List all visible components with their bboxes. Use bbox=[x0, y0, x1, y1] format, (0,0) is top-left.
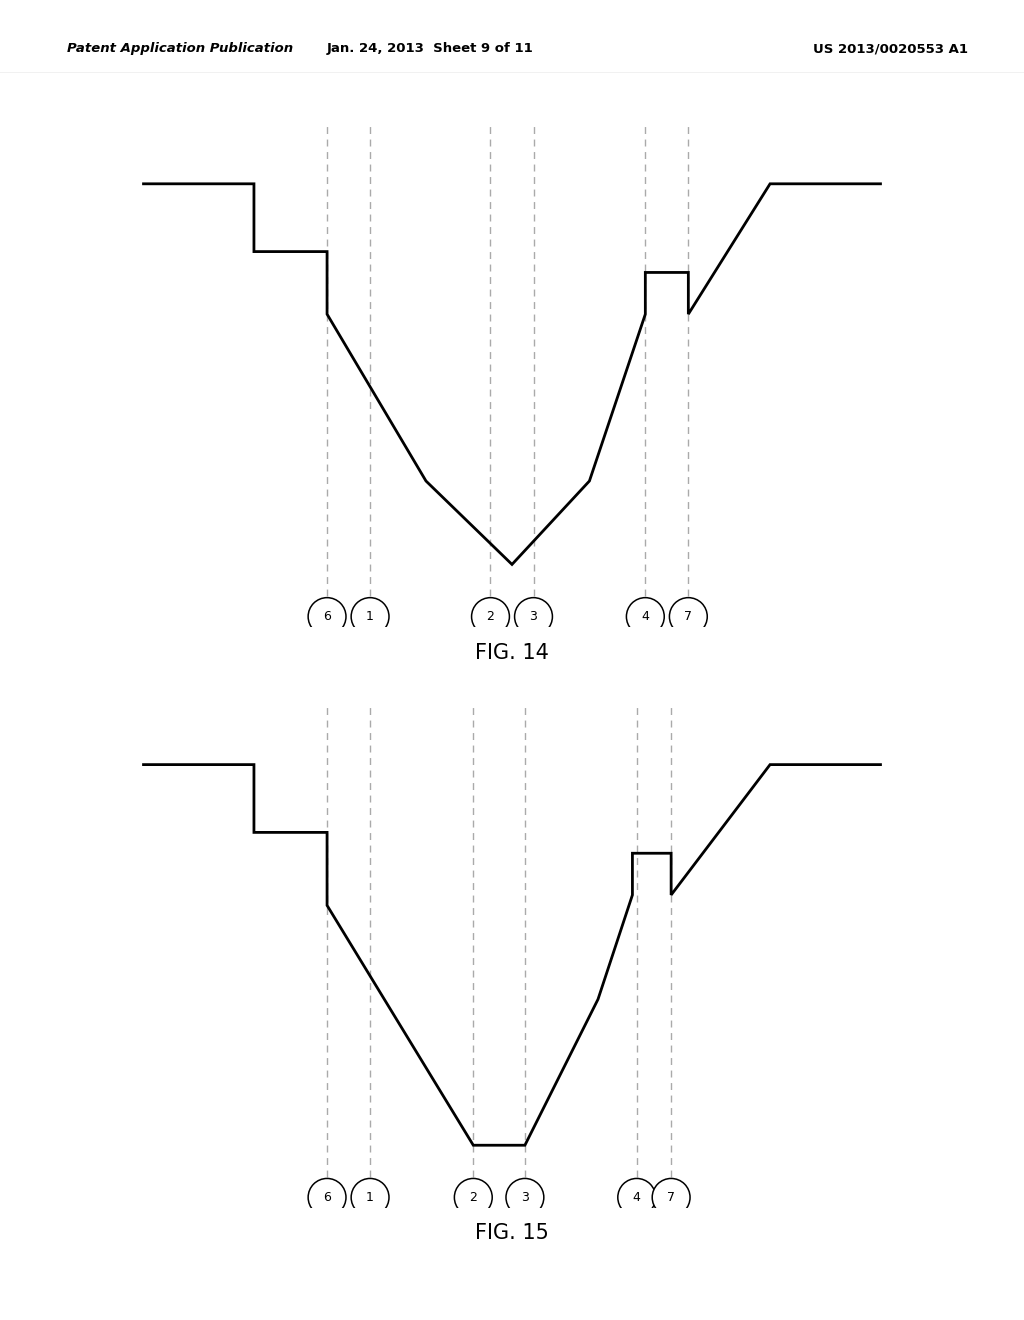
Text: 7: 7 bbox=[684, 610, 692, 623]
Ellipse shape bbox=[308, 598, 346, 635]
Text: 2: 2 bbox=[486, 610, 495, 623]
Text: Patent Application Publication: Patent Application Publication bbox=[67, 42, 293, 55]
Ellipse shape bbox=[627, 598, 665, 635]
Ellipse shape bbox=[652, 1179, 690, 1216]
Text: 1: 1 bbox=[367, 610, 374, 623]
Text: Jan. 24, 2013  Sheet 9 of 11: Jan. 24, 2013 Sheet 9 of 11 bbox=[327, 42, 534, 55]
Ellipse shape bbox=[472, 598, 509, 635]
Text: FIG. 14: FIG. 14 bbox=[475, 643, 549, 664]
Text: FIG. 15: FIG. 15 bbox=[475, 1222, 549, 1243]
Ellipse shape bbox=[506, 1179, 544, 1216]
Text: 6: 6 bbox=[324, 610, 331, 623]
Text: 2: 2 bbox=[469, 1191, 477, 1204]
Text: US 2013/0020553 A1: US 2013/0020553 A1 bbox=[813, 42, 969, 55]
Ellipse shape bbox=[670, 598, 708, 635]
Text: 4: 4 bbox=[641, 610, 649, 623]
Ellipse shape bbox=[308, 1179, 346, 1216]
Ellipse shape bbox=[515, 598, 552, 635]
Text: 1: 1 bbox=[367, 1191, 374, 1204]
Text: 4: 4 bbox=[633, 1191, 641, 1204]
Ellipse shape bbox=[455, 1179, 493, 1216]
Text: 7: 7 bbox=[667, 1191, 675, 1204]
Text: 6: 6 bbox=[324, 1191, 331, 1204]
Ellipse shape bbox=[351, 1179, 389, 1216]
Text: 3: 3 bbox=[521, 1191, 528, 1204]
Ellipse shape bbox=[351, 598, 389, 635]
Ellipse shape bbox=[617, 1179, 655, 1216]
Text: 3: 3 bbox=[529, 610, 538, 623]
